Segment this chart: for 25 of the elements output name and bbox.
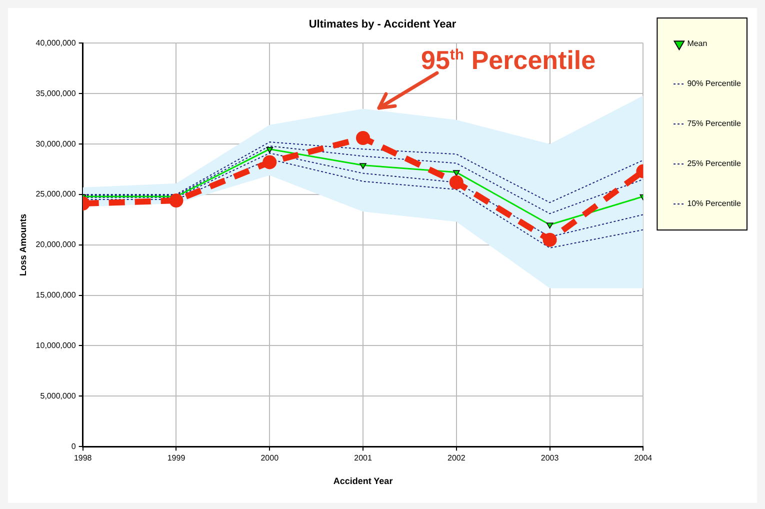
text: 95$^{th}$ Percentile — [421, 45, 596, 76]
x-tick-label: 1998 — [74, 454, 92, 463]
legend-label: 10% Percentile — [687, 199, 742, 208]
y-tick-label: 10,000,000 — [36, 340, 76, 350]
chart-title: Ultimates by - Accident Year — [308, 18, 457, 31]
x-tick-label: 2002 — [448, 454, 466, 463]
x-tick-label: 1999 — [167, 454, 186, 463]
y-tick-label: 0 — [71, 442, 76, 451]
x-axis-title: Accident Year — [333, 476, 394, 486]
y-axis-title: Loss Amounts — [18, 214, 28, 276]
legend-label: 25% Percentile — [687, 159, 742, 168]
x-tick-label: 2001 — [354, 454, 372, 463]
y-tick-label: 25,000,000 — [36, 190, 76, 199]
y-tick-label: 5,000,000 — [40, 391, 76, 400]
legend-label: Mean — [687, 39, 708, 48]
y-tick-label: 20,000,000 — [36, 240, 76, 250]
x-tick-label: 2004 — [634, 454, 653, 463]
y-tick-label: 30,000,000 — [36, 139, 76, 148]
y-tick-label: 35,000,000 — [36, 88, 76, 98]
x-tick-label: 2003 — [540, 454, 560, 463]
x-tick-label: 2000 — [260, 454, 280, 463]
y-tick-label: 15,000,000 — [36, 290, 76, 300]
legend-label: 75% Percentile — [687, 119, 742, 128]
y-tick-label: 40,000,000 — [36, 38, 76, 48]
legend-label: 90% Percentile — [687, 79, 742, 88]
